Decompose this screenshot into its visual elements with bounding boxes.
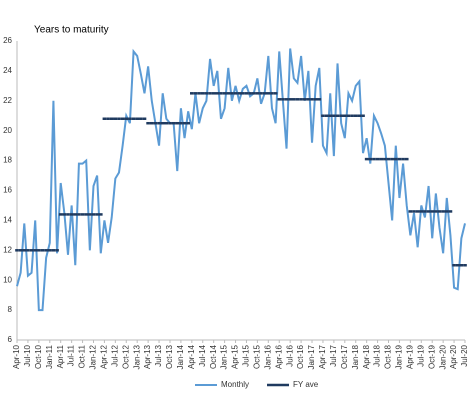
x-tick-label: Oct-14	[209, 344, 218, 369]
x-tick-label: Apr-17	[318, 344, 327, 369]
x-tick-label: Jan-16	[263, 344, 272, 369]
x-tick-label: Apr-16	[274, 344, 283, 369]
monthly-line	[16, 48, 466, 312]
y-tick-label: 26	[3, 36, 12, 45]
y-tick-label: 16	[3, 186, 12, 195]
x-tick-label: Jul-13	[154, 344, 163, 366]
x-tick-label: Jan-19	[395, 344, 404, 369]
x-tick-label: Jan-13	[132, 344, 141, 369]
y-tick-label: 6	[8, 335, 13, 344]
x-tick-label: Oct-11	[78, 344, 87, 368]
y-tick-label: 22	[3, 96, 12, 105]
y-tick-label: 24	[3, 66, 12, 75]
x-tick-label: Oct-18	[384, 344, 393, 369]
x-tick-label: Jul-17	[329, 344, 338, 366]
x-tick-label: Jan-14	[176, 344, 185, 369]
x-tick-label: Oct-15	[252, 344, 261, 369]
x-tick-label: Jul-19	[416, 344, 425, 366]
x-tick-label: Apr-15	[231, 344, 240, 369]
x-tick-label: Apr-11	[56, 344, 65, 368]
x-tick-label: Oct-12	[121, 344, 130, 369]
x-tick-label: Apr-13	[143, 344, 152, 369]
legend-label: FY ave	[293, 380, 319, 389]
y-tick-label: 18	[3, 156, 12, 165]
x-tick-label: Jan-17	[307, 344, 316, 369]
y-tick-label: 14	[3, 216, 12, 225]
legend-label: Monthly	[221, 380, 249, 389]
x-tick-label: Apr-18	[362, 344, 371, 369]
x-tick-label: Apr-14	[187, 344, 196, 369]
x-tick-label: Oct-17	[340, 344, 349, 369]
x-tick-label: Apr-12	[100, 344, 109, 369]
x-tick-label: Apr-19	[405, 344, 414, 369]
x-tick-label: Jul-14	[198, 344, 207, 366]
y-tick-label: 8	[8, 305, 13, 314]
x-tick-label: Oct-16	[296, 344, 305, 369]
x-tick-label: Jul-18	[373, 344, 382, 366]
x-tick-label: Jul-10	[23, 344, 32, 366]
x-tick-label: Jul-20	[460, 344, 469, 366]
y-tick-label: 20	[3, 126, 12, 135]
y-tick-label: 10	[3, 275, 12, 284]
chart-title: Years to maturity	[34, 25, 109, 36]
x-tick-label: Jul-11	[67, 344, 76, 366]
x-tick-label: Jul-12	[110, 344, 119, 366]
x-tick-label: Jan-15	[220, 344, 229, 369]
x-tick-label: Oct-19	[427, 344, 436, 369]
x-tick-label: Jan-11	[45, 344, 54, 368]
x-tick-label: Jan-18	[351, 344, 360, 369]
x-tick-label: Jul-15	[242, 344, 251, 366]
y-tick-label: 12	[3, 245, 12, 254]
x-tick-label: Jan-20	[438, 344, 447, 369]
x-tick-label: Jul-16	[285, 344, 294, 366]
x-tick-label: Apr-10	[12, 344, 21, 369]
x-tick-label: Oct-10	[34, 344, 43, 369]
x-tick-label: Oct-13	[165, 344, 174, 369]
x-tick-label: Jan-12	[89, 344, 98, 369]
x-tick-label: Apr-20	[449, 344, 458, 369]
